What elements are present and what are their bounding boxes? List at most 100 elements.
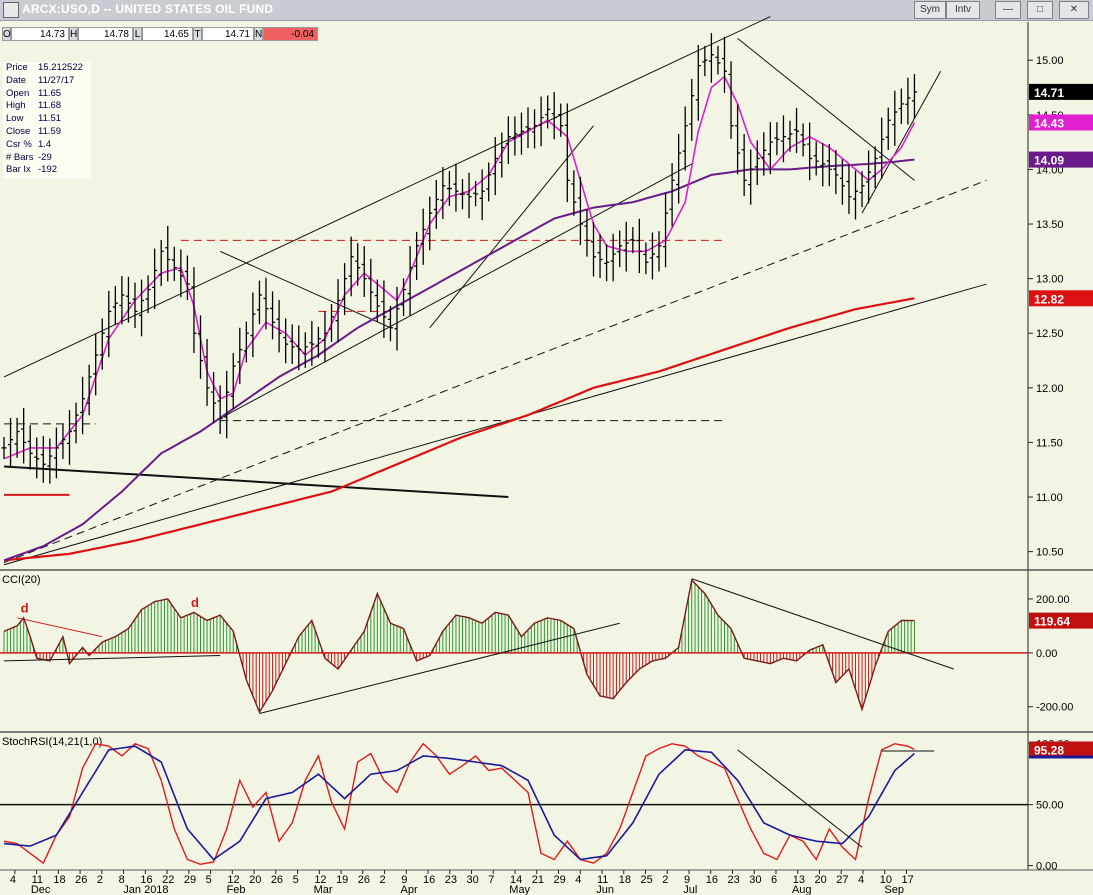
ohlc-bar	[289, 324, 295, 364]
ohlc-bar	[296, 325, 302, 371]
ohlc-bar	[866, 150, 872, 204]
ma-mid-line	[3, 158, 915, 562]
price-tick-label: 11.50	[1036, 437, 1063, 449]
ohlc-bar	[695, 44, 701, 121]
ohlc-bar	[276, 300, 282, 353]
ohlc-bar	[780, 115, 786, 163]
intv-button[interactable]: Intv	[946, 1, 980, 19]
cursor-info-row: Price 15.212522	[6, 62, 91, 75]
x-day-label: 7	[488, 874, 494, 886]
ohlc-bar	[532, 109, 538, 149]
ohlc-bar	[636, 218, 642, 274]
ohlc-bar	[839, 159, 845, 205]
x-day-label: 12	[227, 874, 239, 886]
ohlc-bar	[911, 74, 917, 119]
low-value: 14.65	[142, 27, 193, 41]
ohlc-bar	[302, 332, 308, 368]
ohlc-bar	[27, 425, 33, 470]
cursor-info-key: High	[6, 100, 26, 112]
cursor-info-key: Bar Ix	[6, 164, 31, 176]
cursor-info-row: High 11.68	[6, 100, 91, 113]
ohlc-bar	[14, 417, 20, 458]
cursor-info-key: Open	[6, 87, 30, 99]
ohlc-bar	[728, 61, 734, 139]
cci-trendline	[259, 622, 620, 714]
cursor-info-row: # Bars -29	[6, 152, 91, 165]
cursor-info-key: # Bars	[6, 151, 34, 163]
ohlc-bar	[355, 243, 361, 286]
cursor-info-row: Close 11.59	[6, 126, 91, 139]
ohlc-bar	[198, 315, 203, 379]
ohlc-bar	[420, 208, 426, 265]
minimize-icon[interactable]: —	[995, 1, 1021, 19]
trendline	[3, 465, 509, 499]
stochrsi-title: StochRSI(14,21(1,0)	[2, 736, 102, 748]
cursor-info-value: 1.4	[38, 138, 52, 150]
ohlc-bar	[342, 263, 348, 316]
restore-icon[interactable]: □	[1027, 1, 1053, 19]
x-day-label: 23	[445, 874, 457, 886]
x-day-label: 6	[771, 874, 777, 886]
cursor-info-value: 11.59	[38, 125, 62, 137]
ohlc-bar	[256, 280, 262, 325]
ohlc-bar	[623, 221, 629, 272]
ohlc-bar	[315, 326, 321, 358]
rsi-last-badge	[1029, 741, 1093, 758]
close-icon[interactable]: ✕	[1059, 1, 1089, 19]
ohlc-bar	[663, 192, 669, 268]
x-day-label: 16	[706, 874, 718, 886]
ohlc-bar	[604, 244, 610, 282]
ohlc-bar	[885, 107, 891, 150]
ohlc-bar	[309, 321, 315, 366]
ohlc-bar	[774, 122, 780, 156]
ohlc-bar	[853, 170, 858, 220]
x-month-label: Jan 2018	[123, 884, 168, 895]
ohlc-bar	[21, 407, 27, 464]
ohlc-bar	[171, 246, 177, 281]
price-axis-panel	[1028, 22, 1093, 873]
ohlc-bar	[283, 318, 289, 364]
cursor-info-key: Price	[6, 62, 28, 73]
cursor-info-row: Date 11/27/17	[6, 75, 91, 88]
ohlc-bar	[158, 239, 164, 287]
ohlc-bar	[518, 112, 524, 155]
ohlc-bar	[1, 436, 7, 459]
cursor-info-value: -29	[38, 151, 52, 163]
cci-divergence-mark: d	[191, 595, 199, 610]
ohlc-bar	[617, 230, 623, 268]
cursor-info-panel: Price 15.212522 Date 11/27/17 Open 11.65 High 1…	[3, 62, 91, 179]
ohlc-bar	[106, 290, 112, 358]
sym-button[interactable]: Sym	[914, 1, 946, 19]
trendline	[861, 70, 942, 214]
trendline	[3, 283, 987, 566]
ohlc-bar	[610, 233, 616, 282]
ohlc-bar	[165, 225, 171, 282]
ohlc-bar	[591, 222, 596, 277]
ohlc-bar	[191, 267, 197, 354]
ohlc-bar	[184, 255, 190, 301]
last-value-text: 12.82	[1034, 292, 1064, 306]
ohlc-bar	[322, 311, 328, 363]
ma-long-line	[3, 297, 915, 562]
x-day-label: 9	[401, 874, 407, 886]
x-day-label: 17	[901, 874, 913, 886]
ohlc-bar	[538, 96, 544, 147]
ohlc-bar	[93, 333, 99, 396]
high-value: 14.78	[78, 27, 133, 41]
rsi-trendline	[737, 749, 863, 848]
ohlc-bar	[754, 140, 760, 186]
ohlc-bar	[813, 141, 819, 176]
x-day-label: 27	[836, 874, 848, 886]
price-tick-label: 14.00	[1036, 164, 1064, 176]
ohlc-bar	[767, 122, 773, 175]
price-tick-label: 11.00	[1036, 492, 1063, 504]
ohlc-bar	[676, 134, 682, 204]
x-day-label: 20	[249, 874, 261, 886]
ohlc-bar	[67, 410, 72, 465]
ohlc-bar	[794, 107, 800, 154]
cci-divergence-mark: d	[21, 600, 29, 615]
ohlc-bar	[682, 106, 688, 171]
cursor-info-row: Csr % 1.4	[6, 139, 91, 152]
last-value-text: 14.71	[1034, 86, 1064, 100]
cci-last-badge	[1029, 612, 1093, 629]
